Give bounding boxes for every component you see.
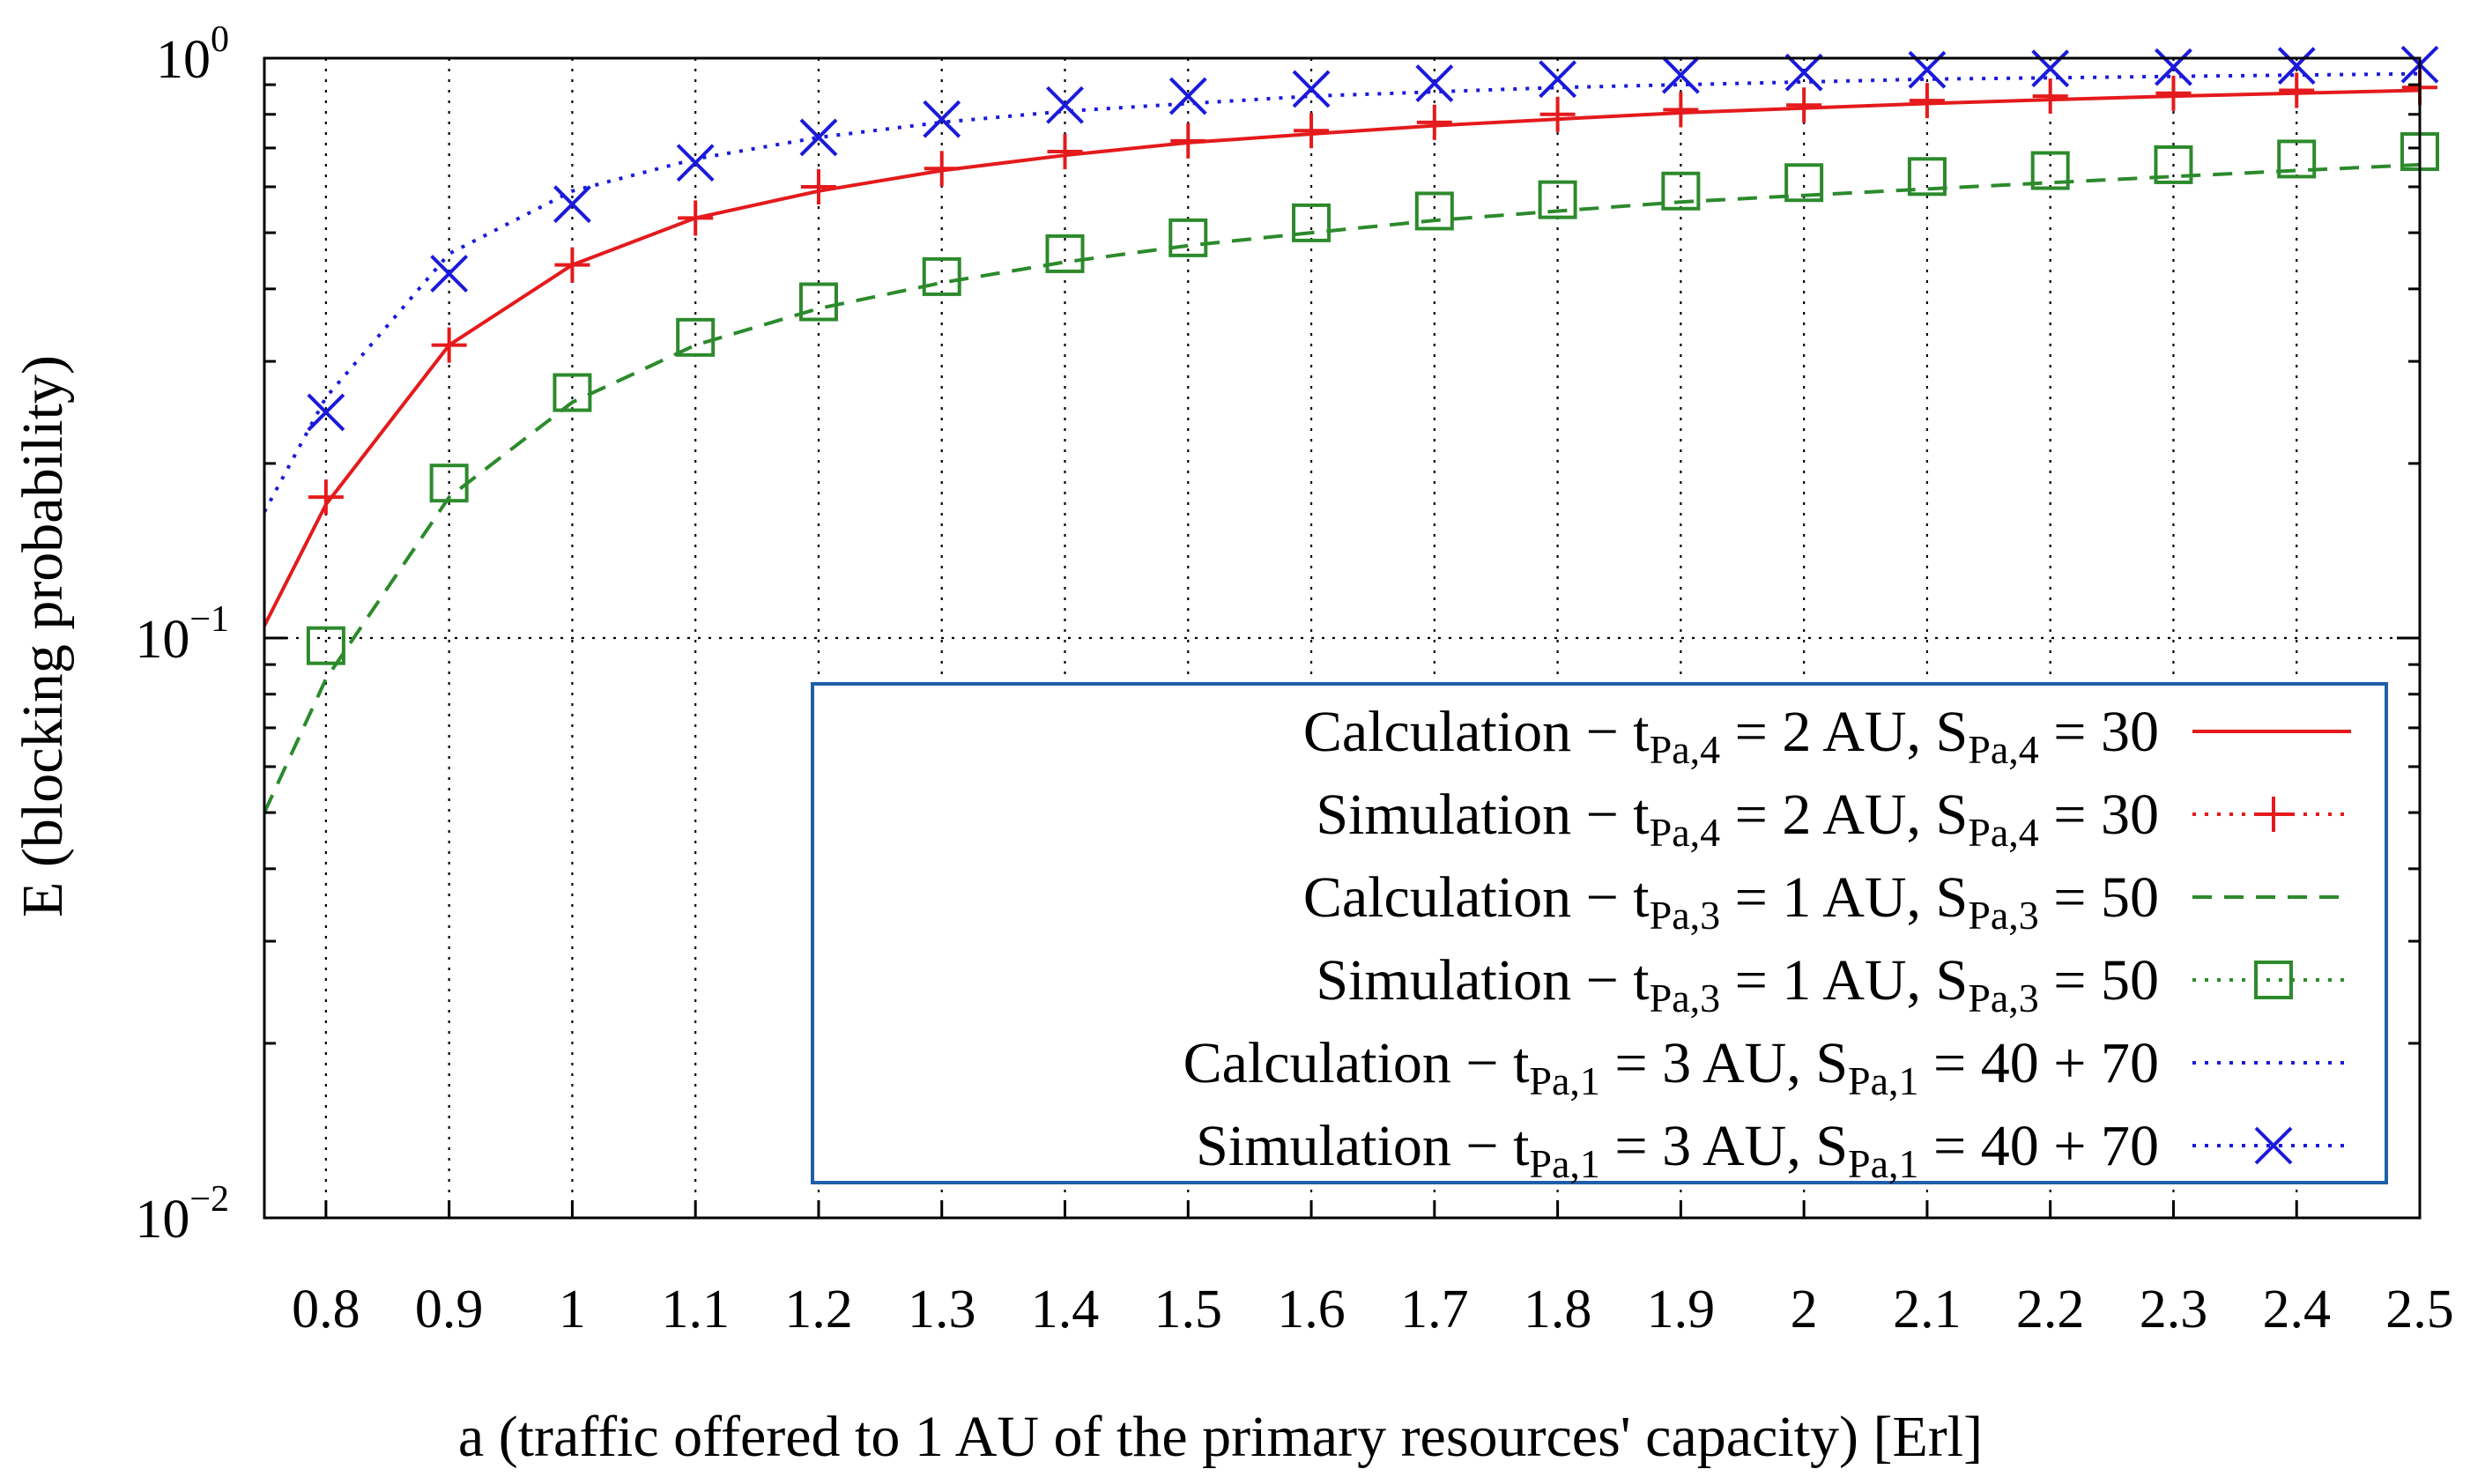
x-tick-label: 1.3 [908, 1280, 976, 1339]
series-4-point [1661, 171, 1701, 211]
series-2-point [1047, 134, 1083, 170]
x-axis-label: a (traffic offered to 1 AU of the primar… [458, 1405, 1983, 1469]
series-4-point [922, 256, 961, 296]
x-tick-label: 2.5 [2385, 1280, 2454, 1339]
series-4-point [2277, 139, 2317, 179]
series-6-point [2031, 49, 2070, 88]
legend-entry-label: Calculation − tPa,1 = 3 AU, SPa,1 = 40 +… [1183, 1031, 2159, 1103]
x-tick-label: 1.9 [1647, 1280, 1716, 1339]
series-4-point [1168, 218, 1208, 257]
axis-ticks [264, 56, 2422, 1220]
x-tick-label: 2.3 [2140, 1280, 2208, 1339]
series-6-point [676, 144, 715, 182]
series-2-point [2155, 75, 2192, 111]
series-2-point [308, 479, 344, 516]
legend-entry-label: Calculation − tPa,4 = 2 AU, SPa,4 = 30 [1303, 700, 2159, 772]
x-tick-label: 2 [1791, 1280, 1818, 1339]
x-tick-label: 1.4 [1031, 1280, 1100, 1339]
legend-entry: Simulation − tPa,4 = 2 AU, SPa,4 = 30 [1316, 783, 2351, 855]
series-2-point [800, 168, 836, 204]
x-tick-label: 2.2 [2016, 1280, 2085, 1339]
series-4-point [798, 282, 838, 322]
y-tick-label: 10−2 [135, 1179, 229, 1250]
x-tick-label: 1.7 [1400, 1280, 1469, 1339]
series-4-point [1784, 163, 1824, 203]
series-2-point [2032, 78, 2068, 115]
series-markers [306, 45, 2439, 665]
legend-sample-marker [2254, 1126, 2293, 1165]
series-6-point [307, 393, 345, 432]
series-4-point [1538, 180, 1577, 219]
legend-entry: Calculation − tPa,4 = 2 AU, SPa,4 = 30 [1303, 700, 2351, 772]
x-tick-label: 0.8 [292, 1280, 360, 1339]
series-line-1 [263, 88, 2421, 627]
series-6-point [553, 185, 591, 224]
series-2-point [1909, 83, 1945, 119]
series-2-point [1663, 92, 1699, 128]
legend-entry: Calculation − tPa,1 = 3 AU, SPa,1 = 40 +… [1183, 1031, 2351, 1103]
series-6-point [1539, 60, 1577, 99]
legend-box [811, 682, 2388, 1184]
series-6-point [1292, 70, 1331, 108]
x-tick-label: 1.2 [784, 1280, 853, 1339]
legend-entry-label: Simulation − tPa,4 = 2 AU, SPa,4 = 30 [1316, 783, 2159, 855]
series-4-point [2030, 151, 2070, 190]
series-2-point [1786, 87, 1822, 123]
series-4-point [2154, 145, 2193, 184]
series-6-point [799, 118, 838, 157]
series-4-point [1414, 191, 1454, 231]
series-2-point [2279, 72, 2315, 108]
series-6-point [923, 100, 961, 138]
series-2-point [431, 327, 467, 363]
x-tick-label: 1.8 [1524, 1280, 1592, 1339]
series-6-point [1168, 77, 1207, 115]
legend-entry-label: Simulation − tPa,1 = 3 AU, SPa,1 = 40 + … [1196, 1114, 2159, 1186]
series-4-point [1907, 157, 1947, 197]
x-tick-label: 1 [559, 1280, 586, 1339]
legend-sample-marker [2256, 797, 2291, 832]
series-6-point [1046, 85, 1084, 124]
series-4-point [553, 373, 592, 412]
x-tick-label: 2.1 [1893, 1280, 1962, 1339]
series-6-point [1415, 64, 1454, 102]
series-6-point [2155, 48, 2192, 86]
legend-entry-label: Simulation − tPa,3 = 1 AU, SPa,3 = 50 [1316, 948, 2159, 1020]
series-2-point [1170, 122, 1206, 159]
legend-entry: Calculation − tPa,3 = 1 AU, SPa,3 = 50 [1303, 865, 2351, 938]
series-line-5 [263, 71, 2421, 513]
series-4-point [1045, 234, 1085, 273]
legend-entry: Simulation − tPa,1 = 3 AU, SPa,1 = 40 + … [1196, 1114, 2351, 1186]
y-axis-tick-labels: 100 10−1 10−2 [135, 19, 229, 1250]
series-6-point [1661, 56, 1700, 94]
legend: Calculation − tPa,4 = 2 AU, SPa,4 = 30 Si… [811, 682, 2388, 1186]
x-tick-label: 1.6 [1277, 1280, 1346, 1339]
series-2-point [554, 247, 590, 283]
series-4-point [1292, 203, 1332, 242]
y-tick-label: 10−1 [135, 599, 229, 670]
series-2-point [924, 151, 960, 187]
x-tick-label: 1.1 [661, 1280, 730, 1339]
series-4-point [676, 317, 716, 357]
x-tick-label: 1.5 [1154, 1280, 1223, 1339]
series-6-point [1784, 53, 1823, 92]
legend-entry: Simulation − tPa,3 = 1 AU, SPa,3 = 50 [1316, 948, 2351, 1020]
series-4-point [306, 626, 345, 665]
series-6-point [2277, 47, 2316, 85]
legend-sample-marker [2254, 961, 2293, 999]
x-tick-label: 2.4 [2262, 1280, 2331, 1339]
x-tick-label: 0.9 [415, 1280, 484, 1339]
series-2-point [1416, 104, 1452, 140]
y-axis-label: E (blocking probability) [11, 355, 75, 917]
y-tick-label: 100 [156, 19, 229, 90]
x-axis-tick-labels: 0.8 0.9 1 1.1 1.2 1.3 1.4 1.5 1.6 1.7 1.8 1.9 2 2.1 2.… [292, 1280, 2454, 1339]
legend-entries: Calculation − tPa,4 = 2 AU, SPa,4 = 30 Si… [1183, 700, 2351, 1186]
series-2-point [678, 200, 714, 236]
legend-entry-label: Calculation − tPa,3 = 1 AU, SPa,3 = 50 [1303, 865, 2159, 938]
series-2-point [1294, 113, 1330, 149]
series-line-3 [263, 162, 2421, 813]
series-6-point [430, 255, 469, 293]
series-2-point [1539, 96, 1576, 132]
series-4-point [429, 464, 469, 503]
